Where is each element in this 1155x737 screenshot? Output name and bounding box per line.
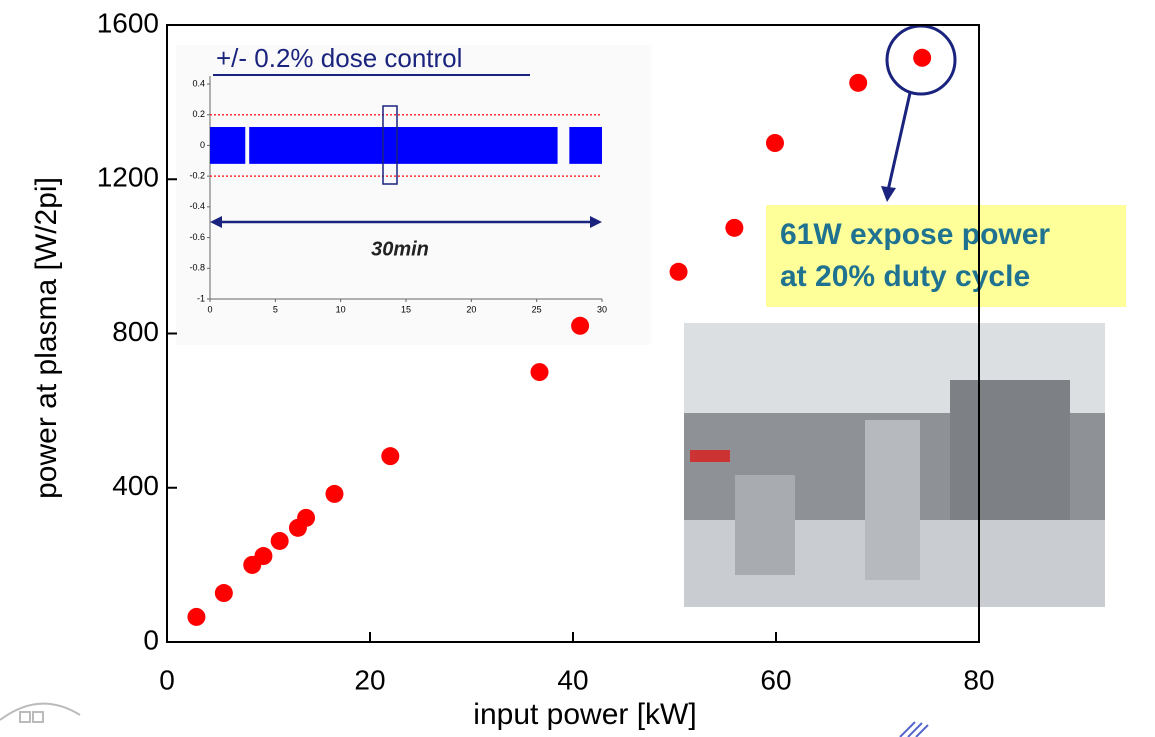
arrow-head xyxy=(881,186,896,202)
point xyxy=(270,531,289,550)
noise-band xyxy=(569,127,602,164)
x-tick-label: 20 xyxy=(354,664,385,695)
inset-background xyxy=(176,45,651,345)
point xyxy=(669,262,688,281)
point xyxy=(530,363,549,382)
y-tick-label: 800 xyxy=(112,316,159,347)
x-tick-label: 60 xyxy=(760,664,791,695)
y-tick-label: 0 xyxy=(143,624,159,655)
point xyxy=(765,134,784,153)
inset-x-tick-label: 5 xyxy=(273,304,278,314)
inset-y-tick-label: -0.6 xyxy=(189,232,205,242)
logo xyxy=(0,702,929,737)
y-tick-label: 1600 xyxy=(97,7,159,38)
noise-band xyxy=(249,127,558,164)
noise-band xyxy=(210,127,246,164)
inset-x-tick-label: 30 xyxy=(597,304,607,314)
x-tick-label: 0 xyxy=(159,664,175,695)
x-axis-label: input power [kW] xyxy=(473,698,696,731)
inset-x-tick-label: 20 xyxy=(466,304,476,314)
point xyxy=(254,547,273,566)
photo-detail xyxy=(684,323,1105,607)
annotation: 61W expose power xyxy=(780,218,1050,251)
x-tick-label: 80 xyxy=(963,664,994,695)
point xyxy=(725,218,744,237)
inset-x-tick-label: 15 xyxy=(401,304,411,314)
inset-x-tick-label: 0 xyxy=(207,304,212,314)
inset-y-tick-label: -1 xyxy=(197,293,205,303)
point xyxy=(571,316,590,335)
point xyxy=(297,508,316,527)
inset-y-tick-label: 0.2 xyxy=(192,109,205,119)
annotation-box xyxy=(766,205,1126,307)
y-axis-label: power at plasma [W/2pi] xyxy=(30,177,63,499)
point xyxy=(913,48,932,67)
inset-y-tick-label: -0.2 xyxy=(189,171,205,181)
inset-y-tick-label: -0.8 xyxy=(189,263,205,273)
point xyxy=(849,73,868,92)
point xyxy=(187,607,206,626)
point xyxy=(214,584,233,603)
inset-title: +/- 0.2% dose control xyxy=(216,43,462,73)
point xyxy=(381,447,400,466)
x-tick-label: 40 xyxy=(557,664,588,695)
inset-annotation: 30min xyxy=(371,238,429,260)
y-tick-label: 1200 xyxy=(97,162,159,193)
inset-y-tick-label: 0.4 xyxy=(192,78,205,88)
inset-y-tick-label: -0.4 xyxy=(189,201,205,211)
annotation: at 20% duty cycle xyxy=(780,260,1030,293)
point xyxy=(325,484,344,503)
zoom-box xyxy=(382,105,398,185)
inset-x-tick-label: 25 xyxy=(532,304,542,314)
inset-y-tick-label: 0 xyxy=(200,140,205,150)
inset-x-tick-label: 10 xyxy=(336,304,346,314)
arrow xyxy=(885,92,912,196)
y-tick-label: 400 xyxy=(112,470,159,501)
